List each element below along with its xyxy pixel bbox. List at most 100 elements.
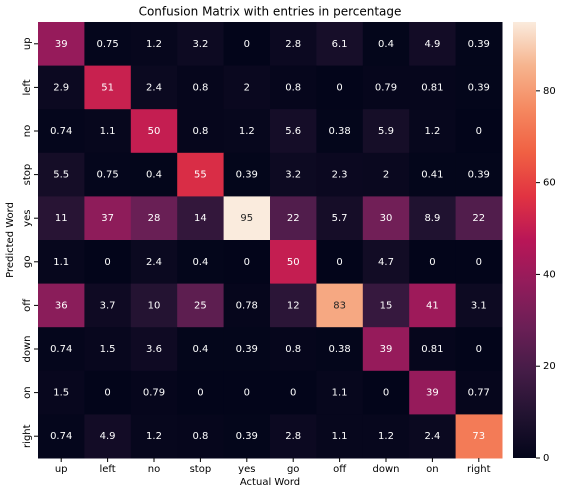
heatmap-cell — [270, 109, 317, 154]
heatmap-cell — [223, 22, 271, 67]
heatmap-cell — [177, 327, 225, 372]
heatmap-cell — [270, 22, 317, 67]
y-tick-label: up — [22, 37, 33, 50]
cell-label: 14 — [194, 213, 207, 224]
y-tick-label: right — [22, 424, 33, 448]
heatmap-cell — [362, 109, 410, 154]
cell-label: 0.39 — [468, 82, 490, 93]
cell-label: 0 — [336, 82, 342, 93]
cell-label: 6.1 — [332, 39, 348, 50]
cell-label: 39 — [426, 388, 439, 399]
heatmap-cell — [362, 196, 410, 241]
cell-label: 2.9 — [53, 82, 69, 93]
cell-label: 0.75 — [96, 170, 118, 181]
cell-label: 0.8 — [285, 344, 301, 355]
heatmap-cell — [409, 327, 457, 372]
heatmap-cell — [38, 240, 85, 285]
heatmap-cell — [38, 283, 85, 328]
cell-label: 0 — [244, 39, 250, 50]
cell-label: 0 — [476, 257, 482, 268]
cell-label: 4.9 — [100, 431, 116, 442]
cell-label: 1.5 — [100, 344, 116, 355]
y-tick-label: off — [22, 298, 33, 312]
cell-label: 0 — [476, 126, 482, 137]
heatmap-cell — [409, 414, 457, 459]
cell-label: 1.1 — [332, 431, 348, 442]
heatmap-cell — [223, 152, 271, 197]
heatmap-cell — [84, 109, 132, 154]
heatmap-cell — [223, 196, 271, 241]
cell-label: 50 — [148, 126, 161, 137]
cell-label: 0 — [336, 257, 342, 268]
cell-label: 0.8 — [192, 431, 208, 442]
heatmap-cell — [455, 327, 503, 372]
heatmap-cell — [130, 65, 178, 110]
heatmap-cell — [177, 152, 225, 197]
colorbar — [513, 22, 536, 458]
colorbar-tick-label: 20 — [543, 361, 556, 372]
heatmap-cell — [130, 196, 178, 241]
heatmap-cell — [38, 327, 85, 372]
cell-label: 0.8 — [285, 82, 301, 93]
heatmap-cell — [177, 109, 225, 154]
heatmap-cell — [362, 283, 410, 328]
cell-label: 1.5 — [53, 388, 69, 399]
y-tick-label: on — [22, 386, 33, 398]
heatmap-cell — [409, 65, 457, 110]
cell-label: 0.38 — [328, 126, 350, 137]
x-axis-label: Actual Word — [240, 477, 300, 488]
heatmap-cell — [455, 196, 503, 241]
cell-label: 0.74 — [50, 431, 72, 442]
heatmap-cell — [409, 22, 457, 67]
heatmap-cell — [38, 414, 85, 459]
cell-label: 39 — [380, 344, 393, 355]
y-tick-label: stop — [22, 164, 33, 186]
heatmap-cell — [455, 240, 503, 285]
heatmap-cell — [409, 152, 457, 197]
colorbar-tick-label: 40 — [543, 269, 556, 280]
cell-label: 0 — [476, 344, 482, 355]
cell-label: 0.39 — [468, 170, 490, 181]
cell-label: 3.6 — [146, 344, 162, 355]
cell-label: 1.2 — [424, 126, 440, 137]
cell-label: 0.8 — [192, 82, 208, 93]
cell-label: 1.2 — [146, 431, 162, 442]
cell-label: 1.2 — [378, 431, 394, 442]
cell-label: 0.79 — [375, 82, 397, 93]
heatmap-cell — [362, 152, 410, 197]
heatmap-cell — [38, 22, 85, 67]
heatmap-cell — [270, 283, 317, 328]
heatmap-cell — [84, 370, 132, 415]
cell-label: 39 — [55, 39, 68, 50]
heatmap-cell — [409, 109, 457, 154]
heatmap-cell — [316, 283, 364, 328]
cell-label: 2.8 — [285, 39, 301, 50]
heatmap-cell — [177, 65, 225, 110]
heatmap-cell — [223, 240, 271, 285]
cell-label: 5.5 — [53, 170, 69, 181]
cell-label: 36 — [55, 300, 68, 311]
cell-label: 0.4 — [378, 39, 394, 50]
x-tick-label: up — [55, 464, 68, 475]
cell-label: 3.2 — [285, 170, 301, 181]
y-tick-label: down — [22, 336, 33, 363]
heatmap-cell — [316, 22, 364, 67]
heatmap-cell — [223, 283, 271, 328]
cell-label: 0.74 — [50, 344, 72, 355]
cell-label: 41 — [426, 300, 439, 311]
cell-label: 0.38 — [328, 344, 350, 355]
heatmap-cell — [130, 283, 178, 328]
heatmap-cell — [362, 414, 410, 459]
cell-label: 0 — [197, 388, 203, 399]
heatmap-cell — [84, 283, 132, 328]
heatmap-cell — [455, 283, 503, 328]
heatmap-cell — [362, 370, 410, 415]
x-tick-label: yes — [238, 464, 255, 475]
cell-label: 5.7 — [332, 213, 348, 224]
cell-label: 2 — [244, 82, 250, 93]
heatmap-cell — [455, 152, 503, 197]
cell-label: 0 — [244, 388, 250, 399]
heatmap-cell — [316, 370, 364, 415]
x-tick-label: off — [333, 464, 347, 475]
cell-label: 1.1 — [53, 257, 69, 268]
